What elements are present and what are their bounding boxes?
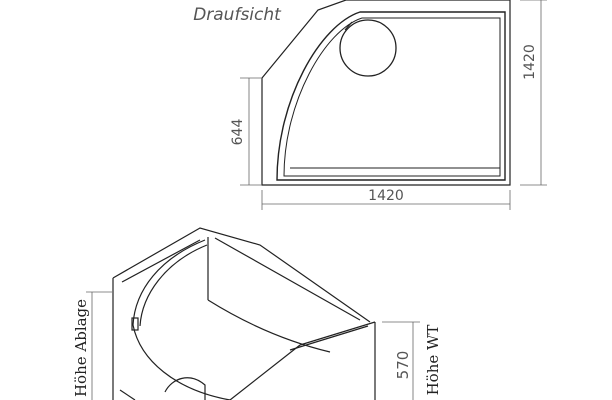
- tub-outline: [261, 0, 511, 186]
- top-view-title: Draufsicht: [193, 5, 282, 25]
- basin-bottom-curve: [132, 324, 231, 400]
- basin-curve-inner: [283, 17, 501, 177]
- width-label: 1420: [368, 188, 404, 204]
- basin-tab: [344, 21, 353, 31]
- side-length-label: 644: [230, 119, 246, 146]
- height-label: 1420: [522, 44, 538, 80]
- front-face: [229, 321, 376, 400]
- inner-right-wall-top: [214, 237, 361, 321]
- round-basin: [339, 19, 397, 77]
- basin-curve-inner: [139, 244, 208, 327]
- inner-left-wall-top: [121, 239, 201, 283]
- round-basin-opening: [164, 377, 206, 400]
- shelf-height-label: Höhe Ablage: [72, 299, 90, 397]
- basin-curve: [132, 239, 206, 326]
- basin-curve-outer: [276, 11, 506, 181]
- floor-line: [119, 389, 136, 400]
- perspective-view: [86, 227, 420, 400]
- shelf-nub: [131, 317, 139, 331]
- top-view: Draufsicht: [193, 0, 547, 210]
- front-rim: [289, 325, 369, 351]
- tub-height-value: 570: [394, 351, 412, 380]
- basin-floor-curve: [207, 299, 331, 353]
- back-top-edge: [112, 227, 371, 323]
- tub-height-label: Höhe WT: [424, 325, 442, 396]
